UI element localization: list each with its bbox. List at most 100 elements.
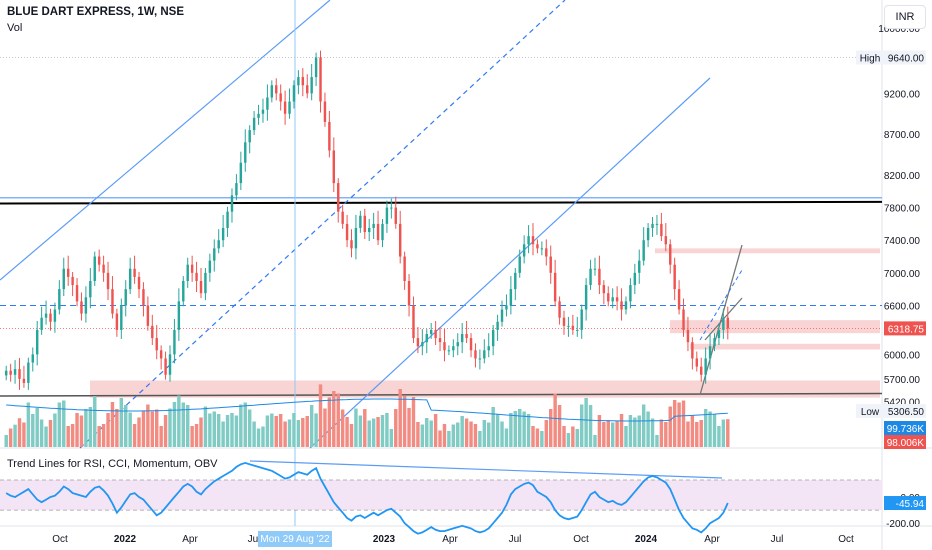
- volume-bar: [4, 435, 8, 447]
- volume-bar: [562, 426, 566, 447]
- candle-body: [642, 240, 645, 261]
- volume-bar: [726, 419, 730, 447]
- candle-body: [390, 207, 393, 209]
- y-tick-label: 6600.00: [884, 301, 921, 312]
- volume-bar: [650, 418, 655, 447]
- x-tick-label: Apr: [442, 534, 458, 545]
- candle-body: [425, 333, 428, 343]
- volume-bar: [39, 419, 44, 447]
- volume-bar: [447, 431, 451, 447]
- candle-body: [186, 264, 189, 281]
- x-tick-label: Oct: [838, 534, 854, 545]
- volume-bar: [721, 419, 726, 447]
- candle-body: [363, 215, 367, 233]
- volume-bar: [110, 402, 115, 447]
- candle-body: [177, 301, 181, 330]
- volume-bar: [132, 424, 137, 447]
- volume-bar: [115, 409, 119, 447]
- candle-body: [607, 293, 610, 302]
- candle-body: [522, 244, 526, 257]
- trend-line: [699, 244, 743, 396]
- candle-body: [452, 346, 455, 351]
- volume-bar: [22, 422, 26, 447]
- candle-body: [367, 227, 371, 233]
- candle-body: [328, 121, 331, 151]
- volume-bar: [8, 428, 13, 447]
- volume-bar: [703, 409, 708, 447]
- volume-bar: [606, 420, 610, 447]
- candle-body: [695, 358, 699, 367]
- trend-line: [309, 77, 711, 449]
- candle-body: [447, 350, 451, 352]
- volume-bar: [243, 402, 247, 447]
- candle-body: [434, 329, 437, 339]
- oscillator-line: [5, 461, 729, 535]
- candle-body: [496, 321, 499, 330]
- volume-bar: [53, 413, 57, 447]
- volume-bar: [717, 426, 721, 447]
- volume-bar: [535, 428, 540, 447]
- volume-bar: [340, 409, 345, 447]
- candle-body: [713, 338, 716, 347]
- candle-body: [151, 325, 154, 339]
- y-tick-label: 7400.00: [884, 236, 921, 247]
- candle-body: [624, 301, 628, 310]
- last-price-label: 6318.75: [888, 324, 925, 335]
- volume-bar: [287, 419, 292, 447]
- volume-bar: [509, 413, 513, 447]
- candle-body: [726, 317, 730, 329]
- candle-body: [465, 333, 468, 339]
- y-tick-label: 8200.00: [884, 171, 921, 182]
- trend-line: [0, 0, 331, 281]
- indicator-legend: Trend Lines for RSI, CCI, Momentum, OBV: [7, 458, 218, 470]
- volume-bar: [690, 415, 695, 447]
- volume-bar: [500, 421, 504, 447]
- candle-body: [549, 256, 552, 273]
- volume-bar: [177, 395, 181, 447]
- currency-selector[interactable]: INR: [884, 5, 926, 29]
- volume-bar: [456, 422, 460, 447]
- candle-body: [655, 223, 659, 225]
- candle-body: [283, 101, 287, 114]
- volume-bar: [376, 417, 380, 447]
- y-tick-label: 7000.00: [884, 269, 921, 280]
- volume-bar: [420, 424, 425, 447]
- candle-body: [71, 276, 74, 286]
- support-zone: [90, 380, 880, 398]
- volume-bar: [602, 422, 606, 447]
- candle-body: [615, 297, 619, 302]
- candle-body: [677, 289, 681, 310]
- candle-body: [137, 276, 141, 290]
- volume-bar: [88, 407, 93, 447]
- volume-bar: [425, 418, 429, 447]
- volume-label-bg: [884, 435, 926, 449]
- candle-body: [443, 342, 446, 351]
- volume-bar: [681, 400, 686, 447]
- candle-body: [376, 223, 380, 241]
- oscillator-trend-line: [249, 460, 723, 479]
- volume-bar: [278, 414, 283, 447]
- volume-bar: [79, 415, 84, 447]
- candle-body: [646, 227, 650, 241]
- volume-bar: [101, 424, 106, 447]
- candle-body: [673, 264, 676, 290]
- volume-bar: [283, 421, 287, 447]
- volume-bar: [301, 418, 305, 447]
- candle-body: [536, 244, 539, 249]
- candle-body: [509, 289, 513, 306]
- volume-bar: [208, 413, 212, 447]
- candle-body: [27, 362, 30, 383]
- level-line: [0, 392, 883, 397]
- candle-body: [261, 109, 265, 114]
- volume-bar: [146, 404, 150, 447]
- volume-bar: [296, 420, 301, 447]
- candle-body: [341, 211, 344, 224]
- x-tick-label: Apr: [704, 534, 720, 545]
- candle-body: [717, 329, 721, 339]
- candle-body: [13, 369, 17, 375]
- volume-bar: [686, 421, 690, 447]
- candle-body: [527, 236, 530, 245]
- x-tick-label: Jul: [248, 534, 261, 545]
- candle-body: [460, 333, 464, 343]
